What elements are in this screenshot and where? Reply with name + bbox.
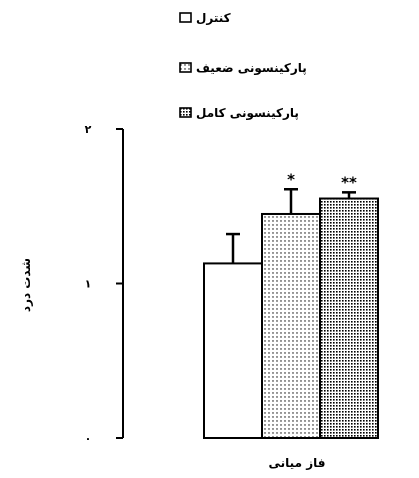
significance-marker: ** [341,173,357,191]
y-ticks: ۰ ۱ ۲ [85,123,123,445]
legend-label: پارکینسونی ضعیف [196,61,307,76]
x-axis-label: فاز میانی [269,456,326,470]
y-axis-label: شدت درد [19,258,33,312]
y-tick-label: ۲ [85,123,92,136]
significance-marker: * [287,170,295,188]
legend-label: کنترل [196,11,231,25]
bar [261,212,321,439]
y-tick-label: ۱ [85,278,92,291]
legend-label: پارکینسونی کامل [196,106,299,121]
legend-swatch [179,62,192,73]
bars: * ** [203,170,379,440]
bar [203,262,263,440]
legend-swatch [179,12,192,23]
legend: کنترل پارکینسونی ضعیف پارکینسونی کامل [179,11,307,121]
legend-swatch [179,107,192,118]
bar [319,197,379,439]
y-tick-label: ۰ [85,432,92,445]
